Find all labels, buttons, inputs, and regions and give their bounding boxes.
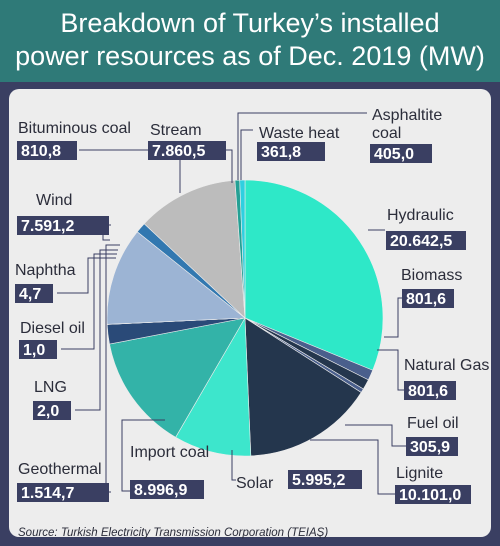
value-box-bituminous-coal [17, 141, 77, 160]
slice-value-solar: 5.995,2 [292, 472, 345, 489]
value-box-solar [288, 470, 362, 489]
slice-value-wind: 7.591,2 [21, 218, 74, 235]
leader-line-solar [231, 450, 236, 481]
pie-slice-solar [175, 316, 252, 457]
value-box-wind [17, 216, 109, 235]
leader-line-diesel-oil [61, 253, 117, 350]
slice-name-wind: Wind [36, 192, 72, 209]
slice-value-hydraulic: 20.642,5 [390, 233, 452, 250]
chart-title-line-2: power resources as of Dec. 2019 (MW) [15, 41, 485, 71]
slice-value-geothermal: 1.514,7 [21, 485, 74, 502]
slice-value-fuel-oil: 305,9 [410, 439, 450, 456]
slice-value-waste-heat: 361,8 [261, 144, 301, 161]
leader-line-asphaltite-coal [237, 112, 367, 180]
value-box-import-coal [130, 480, 204, 499]
pie-slice-import-coal [109, 317, 246, 438]
value-box-lng [33, 401, 71, 420]
value-box-natural-gas [404, 381, 456, 400]
slice-name-biomass: Biomass [401, 267, 462, 284]
slice-name-natural-gas: Natural Gas [404, 357, 489, 374]
pie-slice-wind [106, 231, 246, 325]
slice-name-import-coal: Import coal [130, 444, 209, 461]
slice-name-naphtha: Naphtha [15, 262, 76, 279]
slice-name-fuel-oil: Fuel oil [407, 415, 459, 432]
slice-value-lignite: 10.101,0 [399, 487, 461, 504]
slice-name-geothermal: Geothermal [18, 461, 102, 478]
slice-name-hydraulic: Hydraulic [387, 207, 454, 224]
slice-value-naphtha: 4,7 [19, 286, 41, 303]
source-note: Source: Turkish Electricity Transmission… [18, 527, 329, 539]
slice-value-stream: 7.860,5 [152, 143, 205, 160]
slice-value-asphaltite-coal: 405,0 [374, 146, 414, 163]
value-box-diesel-oil [19, 340, 57, 359]
slice-value-natural-gas: 801,6 [408, 383, 448, 400]
leader-line-naphtha [57, 257, 116, 294]
leader-line-fuel-oil [345, 424, 406, 447]
slice-name-diesel-oil: Diesel oil [20, 320, 85, 337]
value-box-waste-heat [257, 142, 325, 161]
pie-slice-asphaltite-coal [239, 179, 246, 319]
value-box-naphtha [15, 284, 53, 303]
slice-name-lignite: Lignite [396, 465, 443, 482]
title-bar: Breakdown of Turkey’s installed power re… [0, 0, 500, 82]
slice-name-solar: Solar [236, 475, 274, 492]
slice-name-waste-heat: Waste heat [259, 125, 340, 142]
value-box-stream [148, 141, 226, 160]
value-box-fuel-oil [406, 437, 458, 456]
slice-value-bituminous-coal: 810,8 [21, 143, 61, 160]
pie-slice-lignite [244, 317, 362, 457]
leader-line-stream [226, 149, 233, 183]
pie-slices [106, 179, 384, 457]
slice-name-stream: Stream [150, 122, 202, 139]
slice-name-bituminous-coal: Bituminous coal [18, 120, 131, 137]
value-box-biomass [402, 289, 454, 308]
slice-name-asphaltite-coal: Asphaltite coal [372, 107, 442, 142]
slice-value-import-coal: 8.996,9 [134, 482, 187, 499]
slice-name-lng: LNG [34, 379, 67, 396]
slice-value-biomass: 801,6 [406, 291, 446, 308]
leader-line-lng [75, 249, 118, 411]
chart-title-line-1: Breakdown of Turkey’s installed [60, 8, 440, 38]
leader-line-natural-gas [377, 349, 404, 391]
leader-line-import-coal [121, 419, 165, 492]
slice-labels: Hydraulic 20.642,5 Biomass 801,6 Natural Gas… [15, 107, 489, 504]
leader-line-waste-heat [240, 129, 253, 180]
pie-slice-hydraulic [244, 179, 384, 371]
value-box-geothermal [17, 483, 109, 502]
leader-line-biomass [384, 297, 402, 338]
slice-value-diesel-oil: 1,0 [23, 342, 45, 359]
value-box-hydraulic [386, 231, 466, 250]
value-box-lignite [395, 485, 471, 504]
slice-value-lng: 2,0 [37, 403, 59, 420]
value-box-asphaltite-coal [370, 144, 432, 163]
pie-slice-stream [143, 180, 246, 319]
leader-line-lignite [310, 439, 395, 495]
